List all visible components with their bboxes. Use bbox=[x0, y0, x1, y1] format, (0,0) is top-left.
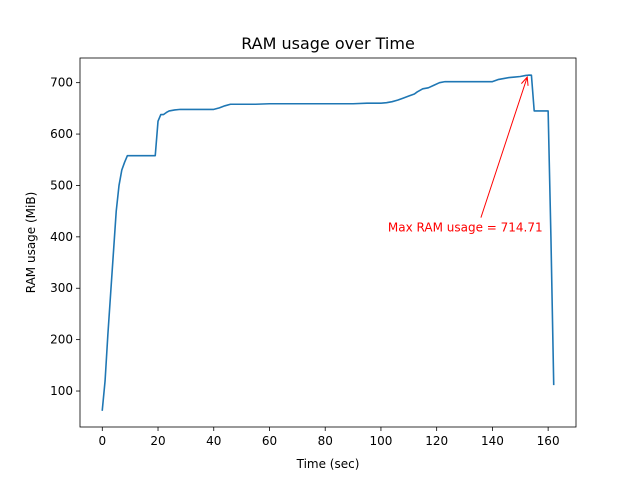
chart-title: RAM usage over Time bbox=[241, 34, 415, 53]
x-tick-label-8: 160 bbox=[537, 434, 560, 448]
x-tick-label-5: 100 bbox=[369, 434, 392, 448]
x-tick-label-0: 0 bbox=[98, 434, 106, 448]
y-tick-label-2: 300 bbox=[50, 281, 73, 295]
plot-frame bbox=[79, 57, 577, 428]
y-tick-label-3: 400 bbox=[50, 230, 73, 244]
annotation-arrow-head bbox=[521, 75, 529, 86]
x-axis-label: Time (sec) bbox=[296, 457, 360, 471]
x-tick-label-7: 140 bbox=[481, 434, 504, 448]
y-axis-label: RAM usage (MiB) bbox=[24, 192, 38, 294]
plot-area bbox=[101, 74, 555, 411]
y-tick-label-5: 600 bbox=[50, 127, 73, 141]
x-tick-label-3: 60 bbox=[262, 434, 277, 448]
y-tick-label-0: 100 bbox=[50, 384, 73, 398]
x-tick-label-4: 80 bbox=[318, 434, 333, 448]
x-tick-label-6: 120 bbox=[425, 434, 448, 448]
annotation-arrow-line bbox=[480, 76, 528, 218]
y-tick-label-4: 500 bbox=[50, 178, 73, 192]
y-axis: 100 200 300 400 500 600 700 bbox=[50, 76, 80, 398]
x-tick-label-2: 40 bbox=[206, 434, 221, 448]
y-tick-label-1: 200 bbox=[50, 333, 73, 347]
x-tick-label-1: 20 bbox=[150, 434, 165, 448]
max-annotation: Max RAM usage = 714.71 bbox=[388, 75, 543, 235]
annotation-text: Max RAM usage = 714.71 bbox=[388, 221, 543, 235]
y-tick-label-6: 700 bbox=[50, 76, 73, 90]
x-axis: 0 20 40 60 80 100 120 140 160 bbox=[98, 427, 560, 448]
series-line-0 bbox=[101, 74, 555, 411]
